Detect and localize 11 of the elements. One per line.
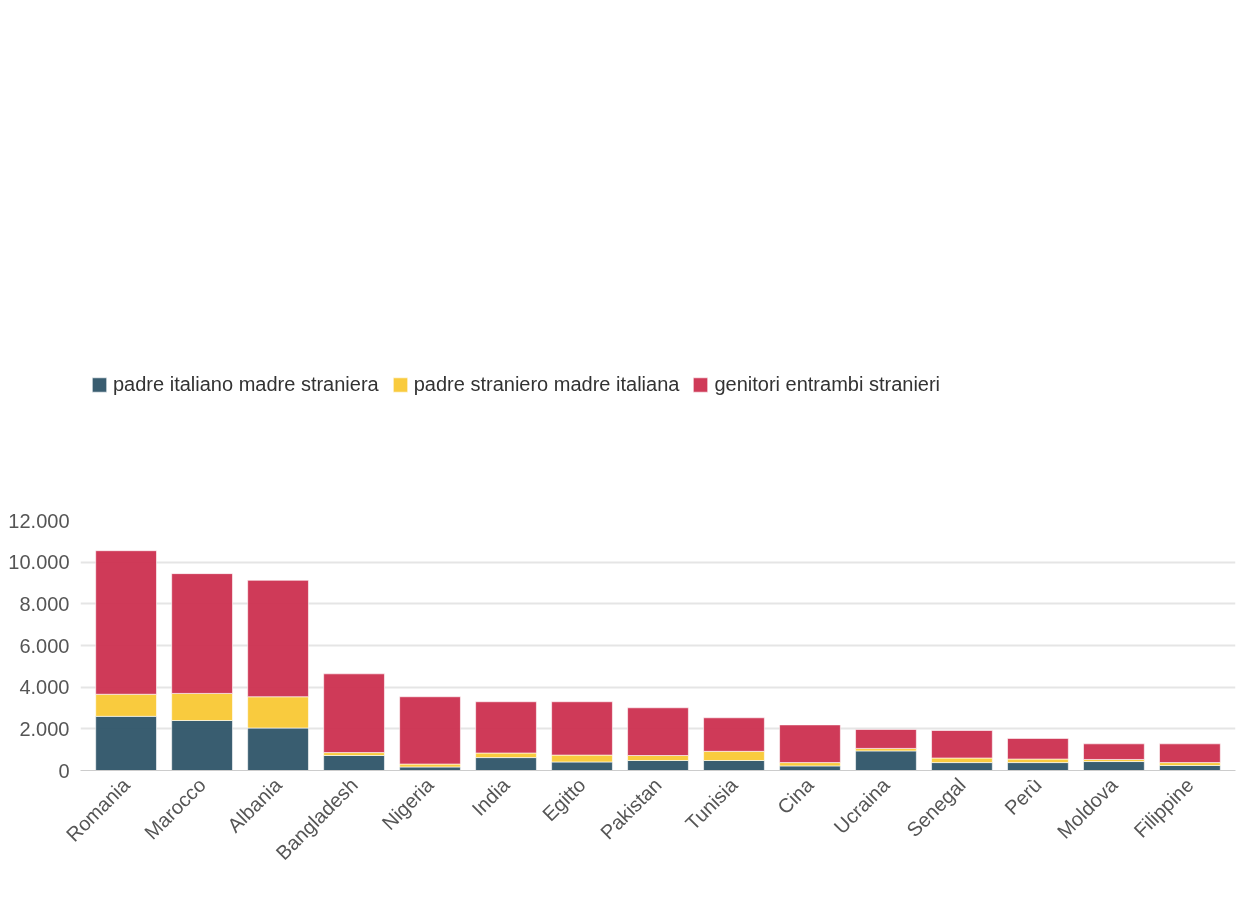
- y-tick-label: 0: [58, 759, 70, 782]
- y-tick-label: 8.000: [19, 592, 70, 615]
- y-tick-label: 12.000: [8, 509, 70, 532]
- y-tick-label: 6.000: [19, 634, 70, 657]
- legend-label: padre italiano madre straniera: [113, 372, 379, 396]
- y-tick-label: 10.000: [8, 551, 70, 574]
- y-tick-label: 2.000: [19, 717, 70, 740]
- legend-label: padre straniero madre italiana: [413, 372, 680, 396]
- y-tick-label: 4.000: [19, 676, 70, 699]
- legend-label: genitori entrambi stranieri: [714, 372, 941, 396]
- x-tick-label: Cina: [773, 773, 819, 819]
